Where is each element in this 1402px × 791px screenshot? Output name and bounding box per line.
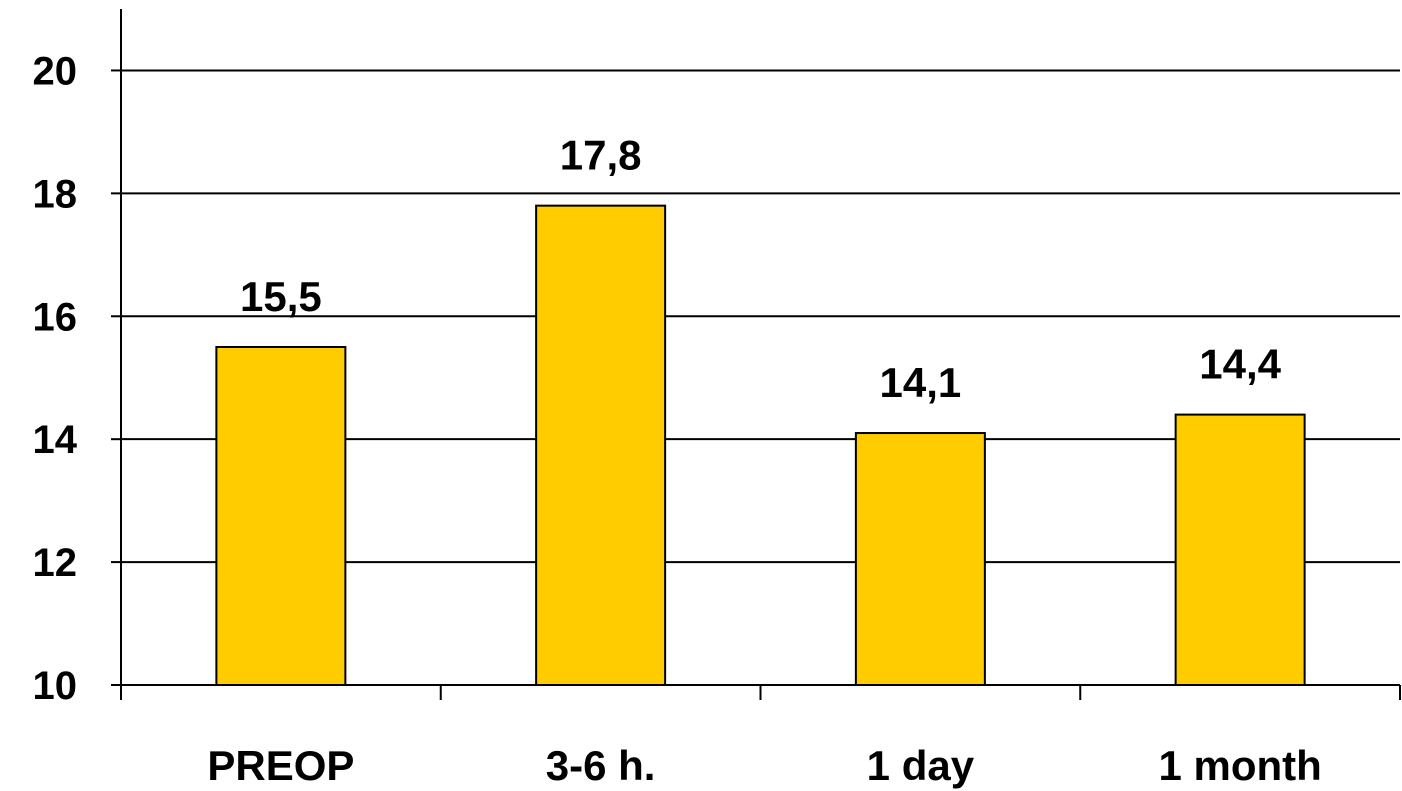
bar — [854, 432, 986, 687]
y-tick-label: 12 — [33, 541, 78, 585]
y-tick-label: 14 — [33, 418, 78, 462]
x-category-label: 1 day — [867, 742, 975, 789]
data-label: 14,4 — [1199, 341, 1281, 388]
y-tick-label: 16 — [33, 295, 78, 339]
bar — [535, 204, 667, 686]
labels: 10 12 14 16 18 20 15,5 PREOP 17,8 3-6 h. 14,1 1 day… — [33, 49, 1322, 789]
data-label: 14,1 — [880, 359, 962, 406]
y-tick-label: 10 — [33, 664, 78, 708]
y-tick-label: 18 — [33, 172, 78, 216]
data-label: 15,5 — [240, 273, 322, 320]
data-label: 17,8 — [560, 132, 642, 179]
x-category-label: 3-6 h. — [546, 742, 656, 789]
x-category-label: PREOP — [207, 742, 354, 789]
x-category-label: 1 month — [1158, 742, 1321, 789]
bar — [1174, 413, 1306, 686]
bar — [215, 346, 347, 686]
bars — [215, 204, 1306, 687]
axes — [111, 9, 1401, 700]
y-tick-label: 20 — [33, 49, 78, 93]
